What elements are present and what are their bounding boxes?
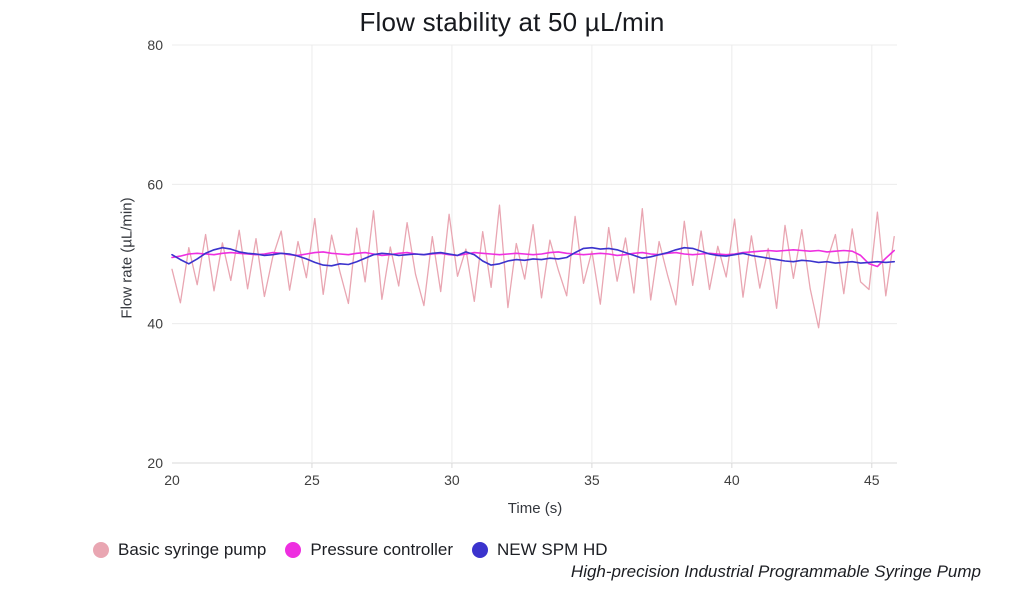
legend-swatch-basic-syringe-pump-icon: [93, 542, 109, 558]
x-tick-label: 45: [864, 472, 880, 488]
chart-title: Flow stability at 50 µL/min: [359, 7, 665, 37]
series-annotation: High-precision Industrial Programmable S…: [570, 562, 981, 581]
legend-swatch-pressure-controller-icon: [285, 542, 302, 558]
y-axis-title: Flow rate (µL/min): [118, 197, 136, 319]
legend-item-new-spm-hd: NEW SPM HD: [472, 540, 608, 560]
legend-swatch-new-spm-hd-icon: [472, 542, 489, 558]
x-tick-label: 35: [584, 472, 600, 488]
series-line-0: [171, 204, 895, 329]
x-tick-label: 40: [724, 472, 740, 488]
x-tick-label: 20: [164, 472, 180, 488]
x-tick-label: 30: [444, 472, 460, 488]
legend-item-basic-syringe-pump: Basic syringe pump: [93, 540, 266, 560]
x-tick-label: 25: [304, 472, 320, 488]
series-line-2: [171, 246, 896, 267]
y-tick-label: 20: [147, 455, 163, 471]
legend-label-new-spm-hd: NEW SPM HD: [497, 540, 608, 559]
legend-label-basic-syringe-pump: Basic syringe pump: [118, 540, 267, 559]
legend: Basic syringe pump Pressure controller N…: [93, 540, 608, 560]
legend-label-pressure-controller: Pressure controller: [310, 540, 454, 559]
y-tick-label: 80: [147, 37, 163, 53]
x-axis-title: Time (s): [507, 500, 563, 517]
legend-item-pressure-controller: Pressure controller: [285, 540, 453, 560]
y-tick-label: 40: [147, 316, 163, 332]
y-tick-label: 60: [147, 176, 163, 192]
